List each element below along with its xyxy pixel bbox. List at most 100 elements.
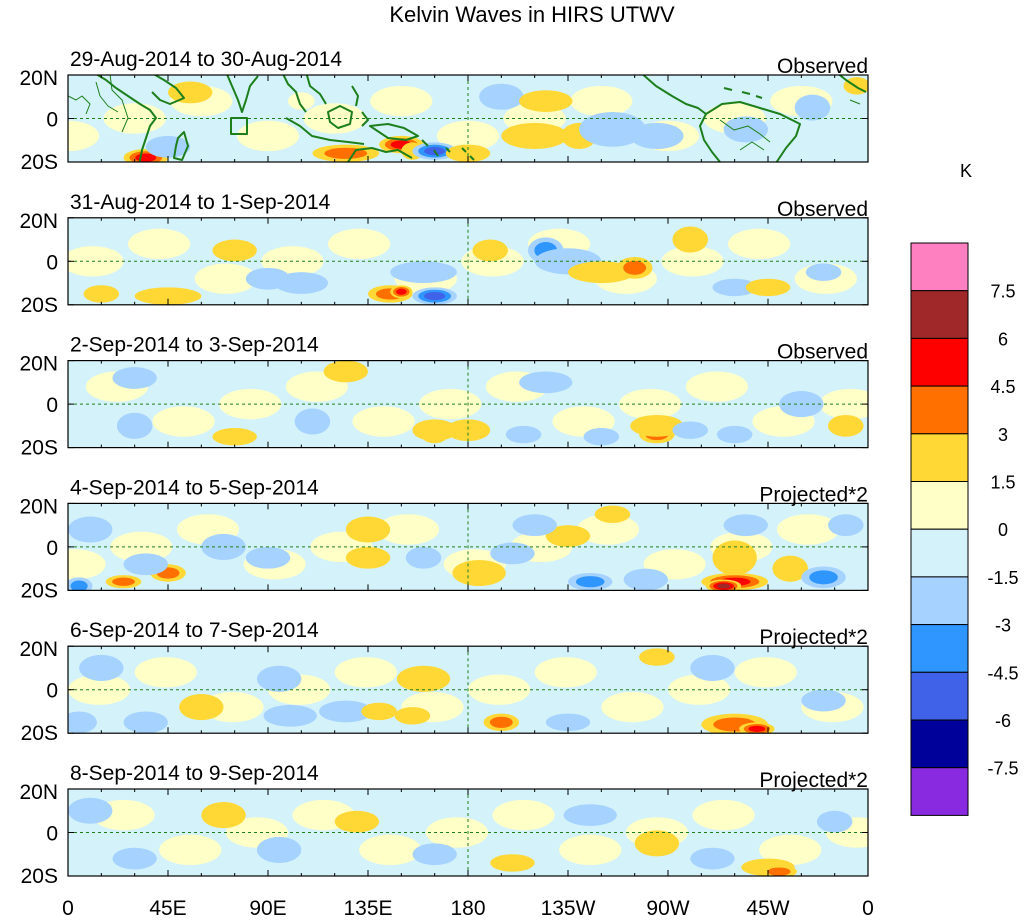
negative-anomaly-contour [630, 122, 684, 149]
positive-anomaly-contour [452, 559, 506, 587]
negative-anomaly-contour [123, 711, 168, 734]
panel-3: 20N 0 20S 2-Sep-2014 to 3-Sep-2014 Observed [19, 334, 869, 460]
negative-anomaly-contour [723, 116, 768, 143]
colorbar-level-label: -3 [995, 616, 1011, 636]
negative-anomaly-contour [816, 810, 853, 833]
negative-anomaly-contour [256, 665, 302, 692]
positive-anomaly-contour [445, 419, 491, 442]
anomaly-field [68, 77, 868, 162]
negative-anomaly-contour [424, 291, 446, 301]
negative-anomaly-contour [512, 514, 557, 537]
panel-5: 20N 0 20S 6-Sep-2014 to 7-Sep-2014 Projected… [19, 619, 869, 745]
positive-anomaly-contour [412, 419, 457, 442]
positive-anomaly-contour [212, 239, 257, 262]
weak-positive-region [685, 371, 749, 402]
positive-anomaly-contour [472, 239, 508, 262]
weak-positive-region [692, 799, 755, 831]
colorbar-swatch [910, 624, 969, 673]
y-tick-label: 0 [46, 537, 58, 560]
negative-anomaly-contour [112, 367, 157, 389]
y-tick-label: 20N [19, 67, 58, 90]
positive-anomaly-contour [672, 226, 708, 253]
weak-positive-region [734, 657, 797, 688]
x-tick-label: 0 [62, 897, 74, 920]
negative-anomaly-contour [690, 654, 735, 681]
negative-anomaly-contour [479, 83, 524, 110]
colorbar-level-label: 3 [998, 425, 1008, 445]
negative-anomaly-contour [274, 272, 329, 294]
negative-anomaly-contour [712, 278, 757, 297]
colorbar-swatch [910, 242, 969, 292]
negative-anomaly-contour [575, 576, 605, 588]
positive-anomaly-contour [545, 525, 591, 547]
panel-date-range: 8-Sep-2014 to 9-Sep-2014 [70, 762, 319, 785]
negative-anomaly-contour [256, 836, 302, 863]
panel-date-range: 4-Sep-2014 to 5-Sep-2014 [70, 476, 319, 499]
negative-anomaly-contour [545, 713, 591, 732]
negative-anomaly-contour [68, 516, 113, 543]
positive-anomaly-contour [712, 540, 757, 576]
positive-anomaly-contour [288, 92, 315, 110]
panel-2: 20N 0 20S 31-Aug-2014 to 1-Sep-2014 Observed [19, 191, 869, 317]
negative-anomaly-contour [79, 654, 124, 681]
positive-anomaly-contour [828, 414, 864, 437]
panel-date-range: 2-Sep-2014 to 3-Sep-2014 [70, 334, 319, 357]
colorbar-level-label: 0 [998, 520, 1008, 540]
positive-anomaly-contour [748, 725, 766, 732]
y-tick-label: 20N [19, 495, 58, 518]
negative-anomaly-contour [112, 847, 157, 870]
panel-source-label: Projected*2 [759, 483, 868, 506]
positive-anomaly-contour [745, 278, 791, 297]
colorbar-swatch [910, 290, 969, 339]
positive-anomaly-contour [490, 854, 535, 872]
negative-anomaly-contour [563, 804, 617, 826]
y-tick-label: 20N [19, 781, 58, 804]
anomaly-field [68, 226, 857, 305]
x-tick-label: 135E [343, 897, 392, 920]
positive-anomaly-contour [83, 285, 120, 303]
weak-positive-region [68, 120, 100, 152]
negative-anomaly-contour [828, 514, 864, 537]
colorbar-swatch [910, 671, 969, 721]
positive-anomaly-contour [201, 802, 246, 829]
positive-anomaly-contour [716, 583, 731, 589]
positive-anomaly-contour [843, 77, 868, 95]
negative-anomaly-contour [294, 408, 331, 435]
weak-positive-region [370, 85, 433, 117]
y-tick-label: 20N [19, 210, 58, 233]
y-tick-label: 20S [21, 865, 58, 888]
positive-anomaly-contour [212, 428, 257, 446]
y-tick-label: 20S [21, 579, 58, 602]
weak-positive-region [152, 406, 215, 437]
negative-anomaly-contour [145, 135, 191, 158]
negative-anomaly-contour [583, 428, 620, 446]
colorbar-level-label: -1.5 [987, 568, 1018, 588]
weak-positive-region [576, 514, 640, 545]
weak-positive-region [728, 228, 791, 260]
positive-anomaly-contour [396, 288, 407, 295]
weak-positive-region [334, 657, 397, 688]
positive-anomaly-contour [634, 830, 680, 857]
positive-anomaly-contour [361, 702, 397, 721]
colorbar-level-label: -7.5 [987, 759, 1018, 779]
anomaly-field [68, 505, 864, 591]
negative-anomaly-contour [70, 580, 88, 591]
colorbar-level-label: 4.5 [990, 377, 1015, 397]
x-tick-label: 45E [149, 897, 186, 920]
x-tick-label: 45W [746, 897, 789, 920]
x-axis: 0 45E 90E 135E 180 135W 90W 45W 0 [62, 897, 874, 920]
colorbar-unit-label: K [960, 161, 972, 181]
panel-source-label: Projected*2 [759, 769, 868, 792]
negative-anomaly-contour [716, 425, 753, 444]
weak-positive-region [425, 817, 488, 848]
weak-positive-region [68, 246, 124, 277]
positive-anomaly-contour [394, 707, 431, 725]
weak-positive-region [559, 834, 622, 866]
weak-positive-region [492, 799, 555, 831]
positive-anomaly-contour [489, 716, 513, 728]
colorbar-level-label: 1.5 [990, 473, 1015, 493]
negative-anomaly-contour [723, 514, 768, 537]
x-tick-label: 0 [862, 897, 874, 920]
positive-anomaly-contour [323, 360, 368, 383]
